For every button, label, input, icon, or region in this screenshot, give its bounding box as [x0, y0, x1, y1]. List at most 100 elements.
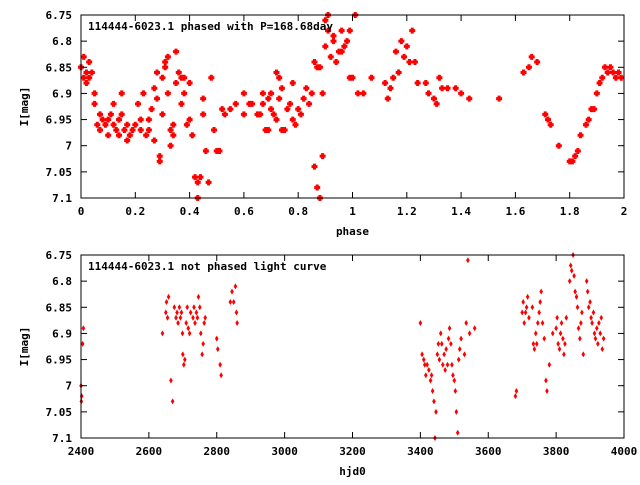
phased-data-point: [422, 79, 429, 86]
unphased-data-point: [592, 330, 597, 337]
unphased-data-point: [427, 367, 431, 374]
phased-data-point: [330, 32, 337, 39]
phased-data-point: [528, 53, 535, 60]
unphased-data-point: [580, 309, 584, 316]
phased-data-point: [333, 59, 340, 66]
phased-data-point: [325, 27, 332, 34]
unphased-x-tick-label: 3000: [271, 445, 298, 458]
unphased-data-point: [214, 335, 219, 342]
phased-data-point: [181, 90, 188, 97]
phased-data-point: [297, 111, 304, 118]
phased-data-point: [604, 69, 611, 76]
phased-data-point: [572, 153, 579, 160]
phased-data-point: [216, 147, 223, 154]
phased-data-point: [273, 116, 280, 123]
unphased-data-point: [160, 330, 165, 337]
phased-data-point: [257, 111, 264, 118]
phased-data-point: [173, 79, 180, 86]
unphased-data-point: [182, 361, 186, 368]
unphased-data-point: [233, 283, 238, 290]
phased-data-point: [126, 132, 133, 139]
unphased-data-point: [430, 387, 435, 394]
phased-data-point: [287, 100, 294, 107]
phased-data-point: [582, 121, 589, 128]
phased-data-point: [341, 43, 348, 50]
phased-data-point: [268, 90, 275, 97]
phased-data-point: [145, 127, 152, 134]
phased-data-point: [99, 116, 106, 123]
unphased-data-point: [453, 387, 458, 394]
unphased-data-point: [178, 314, 183, 321]
unphased-data-point: [450, 361, 454, 368]
phased-data-point: [205, 179, 212, 186]
unphased-data-point: [231, 299, 236, 306]
phased-data-point: [170, 121, 177, 128]
unphased-data-point: [585, 288, 590, 295]
phased-y-tick-label: 7: [65, 140, 72, 153]
phased-data-point: [211, 127, 218, 134]
unphased-data-point: [192, 304, 196, 311]
phased-data-point: [164, 53, 171, 60]
phased-data-point: [425, 90, 432, 97]
phased-data-point: [615, 69, 622, 76]
phased-data-point: [208, 74, 215, 81]
phased-data-point: [281, 127, 288, 134]
unphased-plot: 2400 2600 2800 3000 3200 3400 3600 3800 4000 6.75…: [18, 249, 637, 478]
unphased-data-point: [523, 309, 528, 316]
unphased-data-point: [422, 361, 427, 368]
unphased-data-point: [576, 325, 581, 332]
unphased-data-point: [234, 309, 239, 316]
phased-data-point: [289, 116, 296, 123]
phased-data-point: [129, 127, 136, 134]
unphased-data-point: [455, 429, 460, 436]
unphased-data-point: [169, 377, 173, 384]
phased-data-point: [319, 90, 326, 97]
unphased-data-point: [540, 319, 545, 326]
phased-data-point: [145, 116, 152, 123]
unphased-data-point: [537, 309, 541, 316]
phased-y-tick-label: 6.85: [46, 61, 73, 74]
phased-data-point: [430, 95, 437, 102]
unphased-data-point: [575, 304, 580, 311]
unphased-data-point: [569, 267, 574, 274]
phased-data-point: [295, 106, 302, 113]
phased-data-point: [577, 132, 584, 139]
unphased-data-point: [435, 351, 440, 358]
phased-data-point: [591, 106, 598, 113]
unphased-data-point: [446, 335, 451, 342]
unphased-data-point: [442, 351, 446, 358]
unphased-axes: 2400 2600 2800 3000 3200 3400 3600 3800 4000 6.75…: [46, 249, 638, 458]
unphased-data-point: [183, 356, 187, 363]
unphased-data-point: [447, 325, 452, 332]
phased-x-tick-label: 0: [78, 205, 85, 218]
phased-data-point: [618, 74, 625, 81]
phased-y-tick-label: 7.1: [52, 192, 72, 205]
unphased-data-point: [572, 272, 576, 279]
unphased-data-point: [449, 340, 453, 347]
unphased-data-point: [595, 325, 599, 332]
phased-data-point: [338, 27, 345, 34]
unphased-data-point: [538, 299, 542, 306]
unphased-data-point: [589, 314, 593, 321]
phased-data-point: [278, 85, 285, 92]
phased-data-point: [83, 69, 90, 76]
phased-data-point: [311, 163, 318, 170]
phased-data-point: [382, 79, 389, 86]
phased-data-point: [436, 74, 443, 81]
unphased-data-point: [599, 314, 604, 321]
unphased-y-tick-label: 7: [65, 380, 72, 393]
phased-data-point: [596, 79, 603, 86]
unphased-data-point: [527, 314, 531, 321]
phased-data-point: [186, 79, 193, 86]
phased-data-point: [387, 85, 394, 92]
unphased-data-point: [525, 293, 530, 300]
phased-data-point: [284, 106, 291, 113]
phased-data-point: [308, 90, 315, 97]
unphased-data-point: [561, 335, 565, 342]
unphased-data-point: [172, 304, 177, 311]
unphased-data-point: [184, 319, 189, 326]
unphased-data-point: [547, 361, 552, 368]
phased-data-point: [107, 111, 114, 118]
phased-data-point: [116, 132, 123, 139]
unphased-data-point: [444, 346, 448, 353]
